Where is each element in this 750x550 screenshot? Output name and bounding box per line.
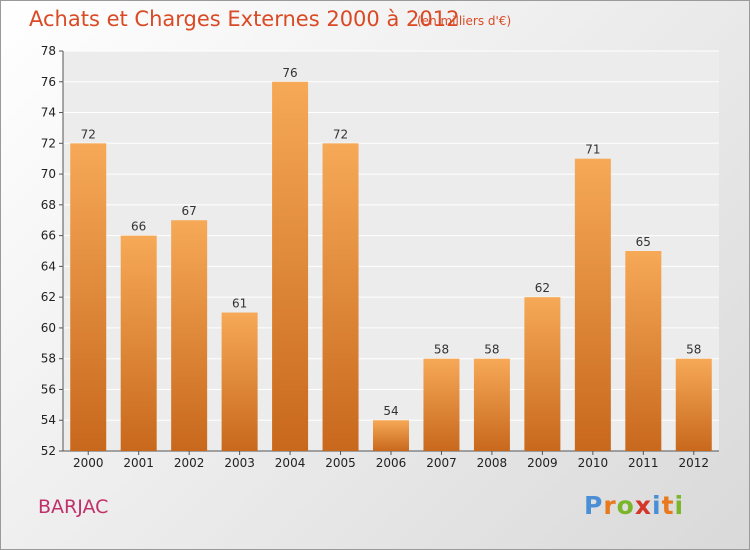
x-tick-label-2007: 2007 <box>426 456 457 470</box>
logo-letter: r <box>603 491 617 520</box>
bar-2004 <box>272 81 309 452</box>
plot-area <box>63 51 719 451</box>
bar-2006 <box>373 420 409 451</box>
y-tick-label: 54 <box>41 413 56 427</box>
y-tick-label: 68 <box>41 198 56 212</box>
commune-name: BARJAC <box>38 496 109 518</box>
bar-2003 <box>221 312 258 451</box>
data-label-2001: 66 <box>131 220 146 234</box>
x-tick-label-2006: 2006 <box>376 456 407 470</box>
y-tick-label: 56 <box>41 382 56 396</box>
data-label-2002: 67 <box>182 204 197 218</box>
bar-2010 <box>574 158 611 451</box>
data-label-2008: 58 <box>484 343 499 357</box>
y-tick-label: 72 <box>41 136 56 150</box>
data-label-2004: 76 <box>282 66 297 80</box>
y-tick-label: 64 <box>41 259 56 273</box>
data-label-2006: 54 <box>383 404 398 418</box>
x-tick-label-2004: 2004 <box>275 456 306 470</box>
data-label-2011: 65 <box>636 235 651 249</box>
data-label-2000: 72 <box>81 127 96 141</box>
bar-2000 <box>70 143 107 452</box>
y-tick-label: 58 <box>41 352 56 366</box>
chart-subtitle: (en milliers d'€) <box>417 14 512 28</box>
x-tick-label-2009: 2009 <box>527 456 558 470</box>
bar-2007 <box>423 358 460 451</box>
y-tick-label: 66 <box>41 229 56 243</box>
bar-2009 <box>524 297 561 451</box>
y-tick-label: 60 <box>41 321 56 335</box>
x-tick-label-2000: 2000 <box>73 456 104 470</box>
proxiti-logo: Proxiti <box>584 491 684 520</box>
logo-letter: x <box>634 491 652 520</box>
bar-2008 <box>473 358 510 451</box>
logo-letter: i <box>652 491 662 520</box>
chart-title: Achats et Charges Externes 2000 à 2012 <box>29 7 460 31</box>
data-label-2010: 71 <box>585 143 600 157</box>
logo-letter: o <box>616 491 635 520</box>
bar-2012 <box>675 358 712 451</box>
x-tick-label-2002: 2002 <box>174 456 205 470</box>
bar-2002 <box>171 220 208 451</box>
data-label-2007: 58 <box>434 343 449 357</box>
logo-letter: i <box>674 491 685 520</box>
y-tick-label: 78 <box>41 44 56 58</box>
data-label-2009: 62 <box>535 281 550 295</box>
y-tick-label: 52 <box>41 444 56 458</box>
y-tick-label: 74 <box>41 106 56 120</box>
x-tick-label-2003: 2003 <box>224 456 255 470</box>
logo-letter: P <box>584 491 604 520</box>
bar-2001 <box>120 235 157 451</box>
logo-letter: t <box>661 491 675 520</box>
x-tick-label-2008: 2008 <box>477 456 508 470</box>
x-tick-label-2012: 2012 <box>678 456 709 470</box>
x-tick-label-2011: 2011 <box>628 456 659 470</box>
x-tick-label-2010: 2010 <box>578 456 609 470</box>
x-tick-label-2005: 2005 <box>325 456 356 470</box>
data-label-2003: 61 <box>232 297 247 311</box>
y-tick-label: 70 <box>41 167 56 181</box>
y-tick-label: 76 <box>41 75 56 89</box>
data-label-2005: 72 <box>333 127 348 141</box>
y-tick-label: 62 <box>41 290 56 304</box>
data-label-2012: 58 <box>686 343 701 357</box>
bar-2005 <box>322 143 359 452</box>
bar-2011 <box>625 251 662 451</box>
x-tick-label-2001: 2001 <box>123 456 154 470</box>
